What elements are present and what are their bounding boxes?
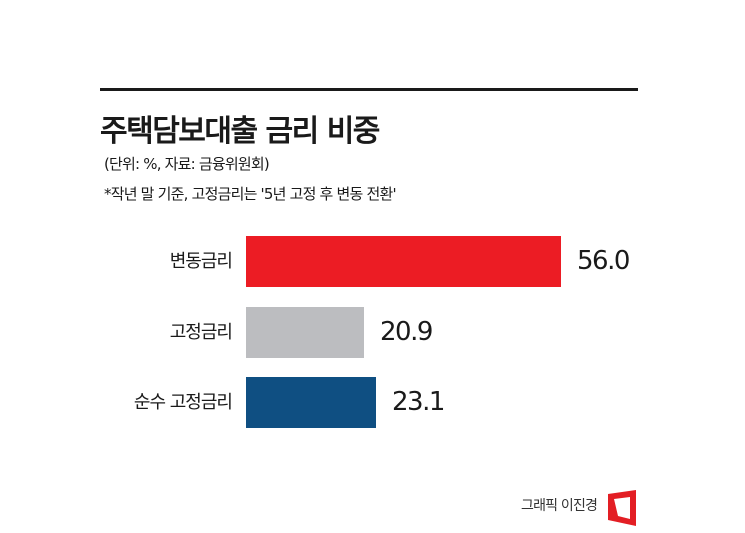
bar-label: 순수 고정금리 bbox=[133, 392, 233, 413]
unit-source-note: (단위: %, 자료: 금융위원회) bbox=[104, 155, 270, 173]
bar-row-variable-rate: 변동금리 56.0 bbox=[0, 236, 745, 287]
bar-value: 56.0 bbox=[577, 246, 630, 276]
bar-pure-fixed-rate bbox=[246, 377, 376, 428]
chart-title: 주택담보대출 금리 비중 bbox=[100, 114, 380, 149]
title-rule bbox=[100, 88, 638, 91]
bar-variable-rate bbox=[246, 236, 561, 287]
bar-label: 고정금리 bbox=[169, 322, 233, 343]
graphic-credit: 그래픽 이진경 bbox=[521, 498, 598, 514]
bar-value: 20.9 bbox=[380, 317, 433, 347]
bar-fixed-rate bbox=[246, 307, 364, 358]
publisher-logo-icon bbox=[608, 490, 636, 526]
bar-row-pure-fixed-rate: 순수 고정금리 23.1 bbox=[0, 377, 745, 428]
basis-note: *작년 말 기준, 고정금리는 '5년 고정 후 변동 전환' bbox=[104, 185, 397, 203]
bar-value: 23.1 bbox=[392, 387, 445, 417]
bar-row-fixed-rate: 고정금리 20.9 bbox=[0, 307, 745, 358]
bar-label: 변동금리 bbox=[169, 251, 233, 272]
